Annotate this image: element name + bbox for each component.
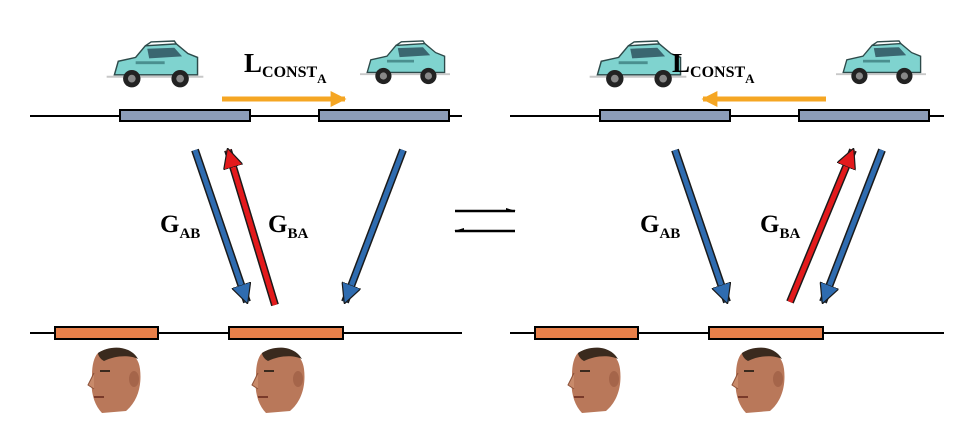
g-ab-arrow [671, 148, 727, 302]
face-icon [566, 346, 622, 415]
equilibrium-arrows-icon [454, 208, 516, 233]
g-ba-label: GBA [268, 211, 308, 242]
g-ab-label: GAB [160, 211, 200, 242]
car-icon [105, 40, 205, 89]
domain-b-segment [54, 326, 159, 340]
lconst-label: LCONSTA [244, 48, 327, 86]
domain-b-segment [534, 326, 639, 340]
g-ba-label: GBA [760, 211, 800, 242]
car-icon [836, 39, 926, 86]
panel-left: LCONSTA GAB GBA [30, 39, 462, 415]
g-ab-arrow [341, 148, 407, 302]
panel-right: LCONSTA GAB GBA [510, 39, 944, 415]
lconst-label: LCONSTA [672, 48, 755, 86]
face-icon [86, 346, 142, 415]
domain-b-segment [228, 326, 344, 340]
domain-a-segment [119, 109, 251, 122]
g-ab-label: GAB [640, 211, 680, 242]
g-ab-arrow [191, 148, 247, 302]
face-icon [730, 346, 786, 415]
g-ba-arrow [228, 150, 279, 307]
domain-a-segment [599, 109, 731, 122]
g-ba-arrow [786, 150, 857, 304]
domain-b-segment [708, 326, 824, 340]
g-ab-arrow [819, 148, 886, 302]
domain-a-segment [798, 109, 930, 122]
car-icon [360, 39, 450, 86]
face-icon [250, 346, 306, 415]
domain-a-segment [318, 109, 450, 122]
